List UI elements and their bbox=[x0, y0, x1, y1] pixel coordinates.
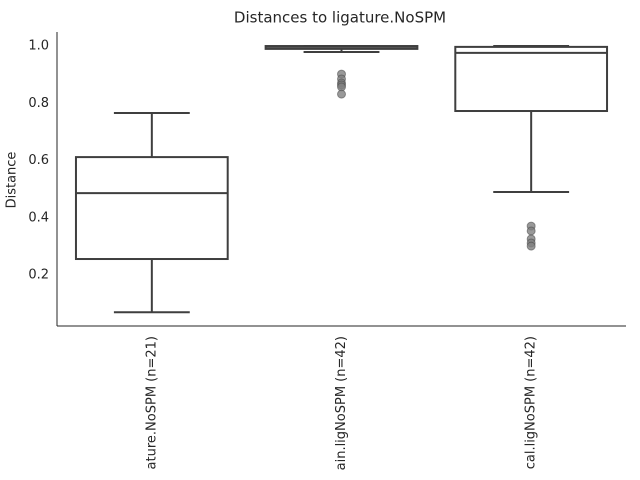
y-tick-label: 0.4 bbox=[28, 210, 49, 225]
flier bbox=[337, 89, 346, 99]
y-tick-label: 1.0 bbox=[28, 39, 49, 54]
x-tick-label: ature.NoSPM (n=21) bbox=[144, 336, 159, 469]
flier bbox=[526, 241, 536, 251]
x-tick-label: ain.ligNoSPM (n=42) bbox=[334, 336, 349, 470]
flier bbox=[526, 226, 536, 236]
box bbox=[454, 45, 609, 113]
chart-title: Distances to ligature.NoSPM bbox=[234, 9, 446, 27]
y-axis-label: Distance bbox=[5, 152, 20, 209]
x-tick-label: cal.ligNoSPM (n=42) bbox=[524, 336, 539, 469]
y-tick-label: 0.2 bbox=[28, 268, 49, 283]
y-tick-label: 0.8 bbox=[28, 96, 49, 111]
box bbox=[74, 156, 229, 261]
y-tick-label: 0.6 bbox=[28, 153, 49, 168]
